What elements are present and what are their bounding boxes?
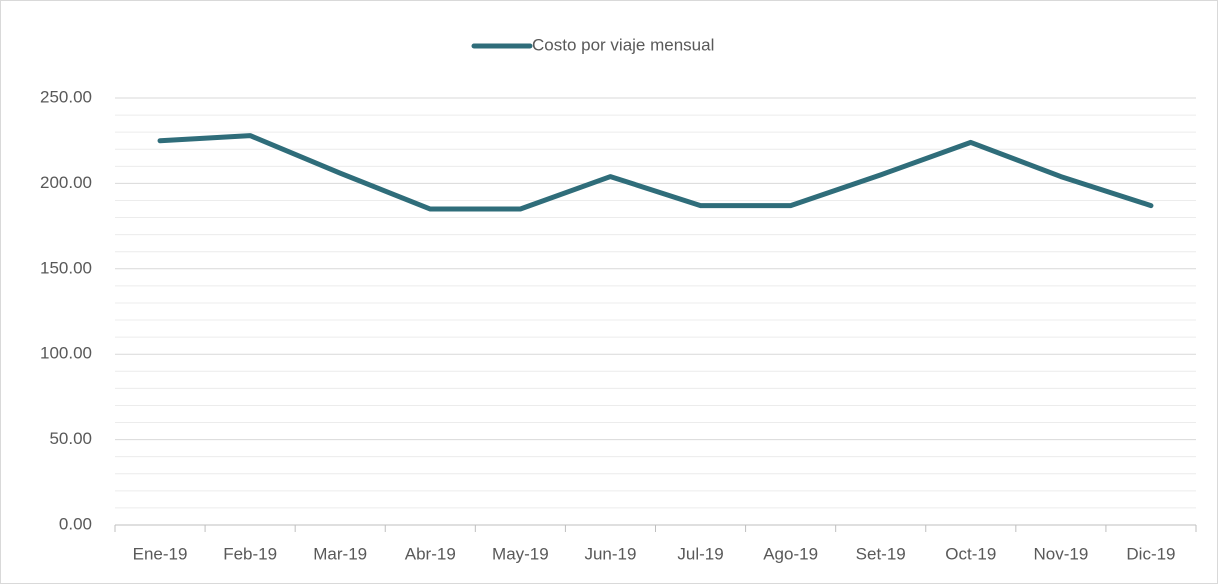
x-tick-label: May-19 <box>492 544 549 563</box>
x-tick-label: Feb-19 <box>223 544 277 563</box>
legend-label: Costo por viaje mensual <box>532 35 714 54</box>
x-tick-label: Dic-19 <box>1126 544 1175 563</box>
y-tick-label: 150.00 <box>40 258 92 277</box>
x-tick-label: Mar-19 <box>313 544 367 563</box>
x-tick-label: Nov-19 <box>1033 544 1088 563</box>
y-tick-label: 50.00 <box>49 429 92 448</box>
x-tick-label: Set-19 <box>856 544 906 563</box>
data-line <box>157 133 1154 212</box>
x-tick-label: Ene-19 <box>133 544 188 563</box>
x-tick-label: Abr-19 <box>405 544 456 563</box>
y-tick-label: 100.00 <box>40 344 92 363</box>
x-tick-label: Oct-19 <box>945 544 996 563</box>
x-tick-label: Jul-19 <box>677 544 723 563</box>
y-tick-label: 200.00 <box>40 173 92 192</box>
x-tick-label: Jun-19 <box>584 544 636 563</box>
y-tick-label: 250.00 <box>40 87 92 106</box>
y-tick-label: 0.00 <box>59 514 92 533</box>
x-tick-label: Ago-19 <box>763 544 818 563</box>
